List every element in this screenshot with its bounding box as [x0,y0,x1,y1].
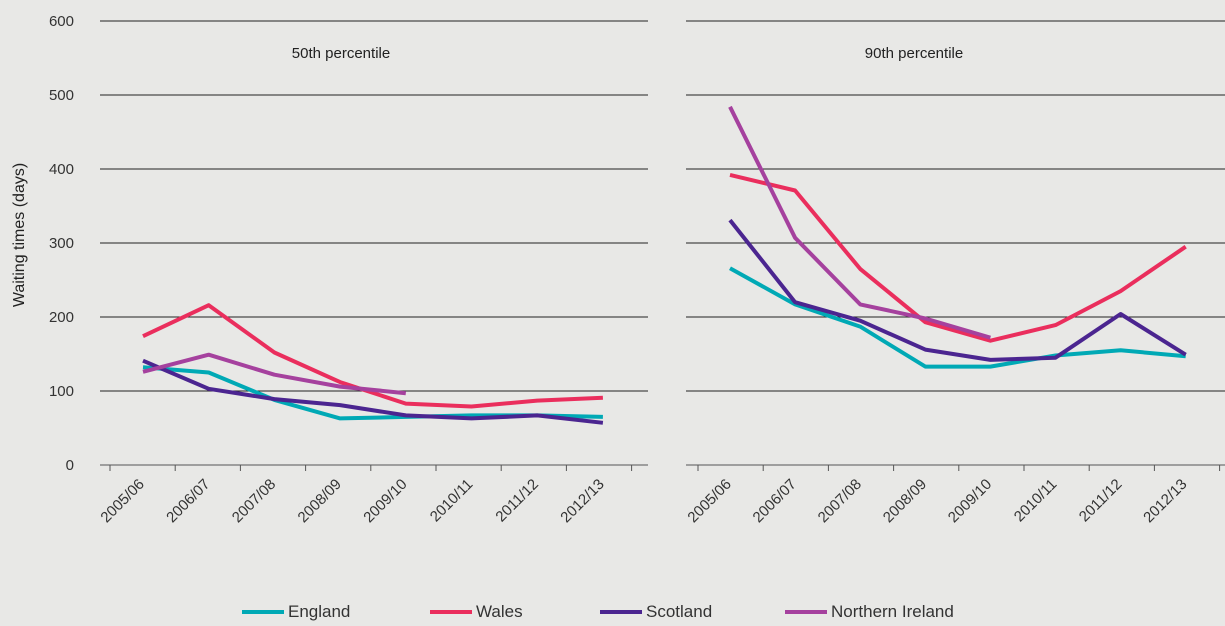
legend: England Wales Scotland Northern Ireland [0,602,1225,626]
y-axis-title: Waiting times (days) [11,163,28,307]
chart-canvas: Waiting times (days) 0 100 200 300 400 500 600… [11,13,1225,526]
legend-label: England [288,602,351,621]
x-tick-label: 2005/06 [684,476,734,526]
legend-label: Wales [476,602,523,621]
x-tick-label: 2009/10 [945,476,995,526]
y-tick-label: 500 [49,87,74,104]
x-tick-label: 2011/12 [492,476,542,526]
legend-item-northern-ireland: Northern Ireland [785,602,954,622]
x-tick-label: 2012/13 [557,476,607,526]
y-tick-label: 600 [49,13,74,30]
x-tick-label: 2005/06 [97,476,147,526]
x-tick-label: 2011/12 [1076,476,1126,526]
y-tick-label: 0 [66,457,74,474]
series-line-northern-ireland [728,105,991,340]
legend-swatch [430,610,472,614]
x-tick-label: 2007/08 [229,476,279,526]
series-line-england [729,266,1186,369]
y-tick-label: 100 [49,383,74,400]
legend-swatch [242,610,284,614]
series-line-wales [142,303,603,409]
x-tick-label: 2012/13 [1140,476,1190,526]
panel-title: 90th percentile [865,45,963,62]
legend-swatch [600,610,642,614]
legend-swatch [785,610,827,614]
series-line-scotland [142,358,604,425]
series-line-northern-ireland [142,352,406,396]
series-line-wales [729,172,1187,343]
x-tick-label: 2010/11 [1011,476,1061,526]
legend-item-wales: Wales [430,602,523,622]
y-tick-label: 400 [49,161,74,178]
x-tick-label: 2009/10 [360,476,410,526]
series-line-scotland [728,218,1187,362]
legend-item-scotland: Scotland [600,602,712,622]
y-tick-label: 200 [49,309,74,326]
x-tick-label: 2008/09 [880,476,930,526]
panel-title: 50th percentile [292,45,390,62]
legend-item-england: England [242,602,350,622]
x-tick-label: 2007/08 [815,476,865,526]
x-tick-label: 2008/09 [295,476,345,526]
x-tick-label: 2006/07 [163,476,213,526]
legend-label: Northern Ireland [831,602,954,621]
y-tick-label: 300 [49,235,74,252]
x-tick-label: 2006/07 [750,476,800,526]
legend-label: Scotland [646,602,713,621]
x-tick-label: 2010/11 [427,476,477,526]
